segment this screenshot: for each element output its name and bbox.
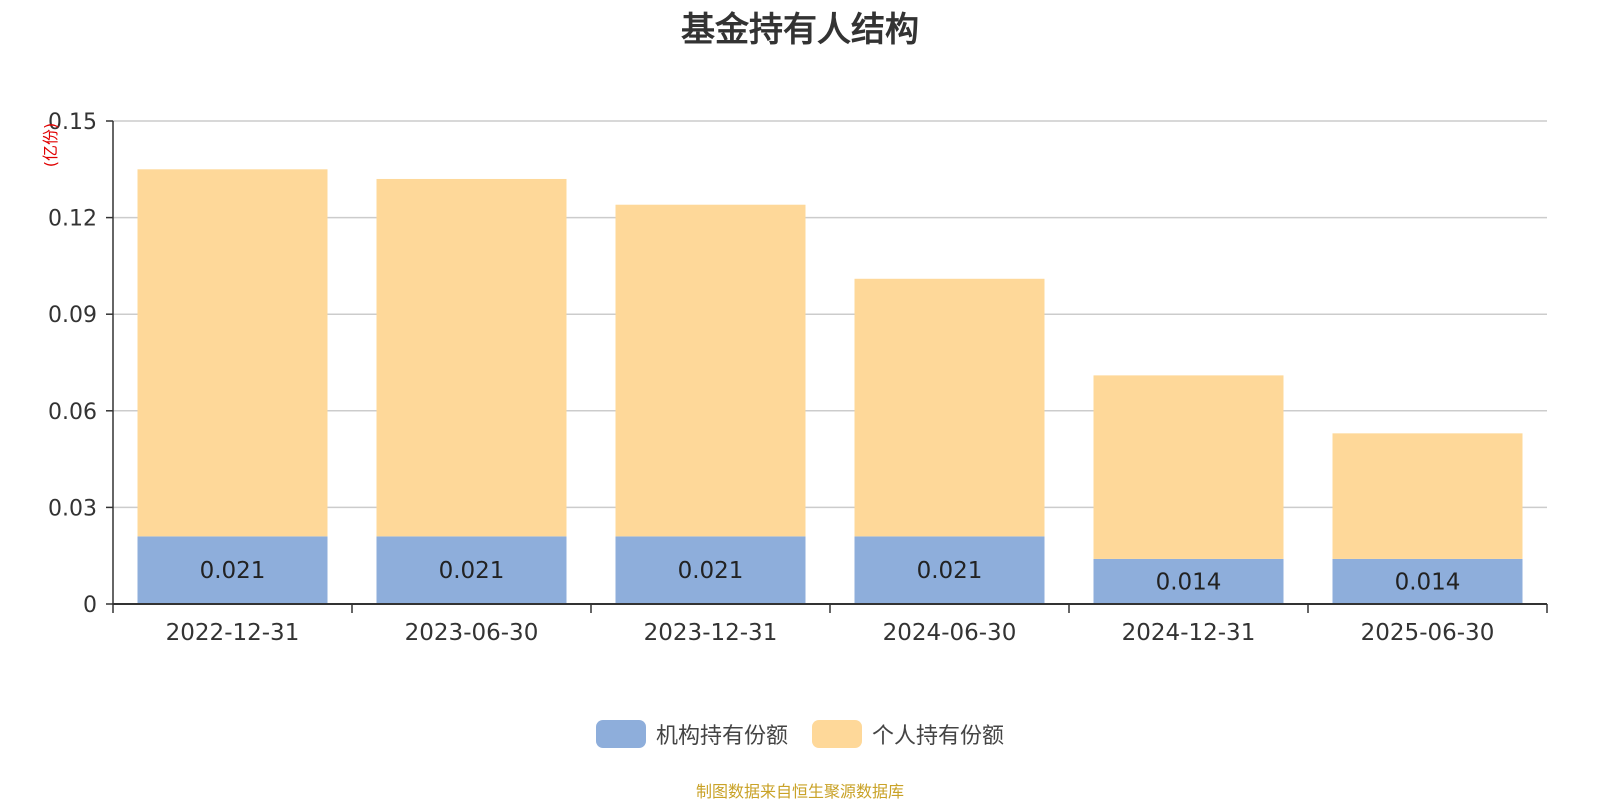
bar-institutional-2023-12-31 xyxy=(615,536,806,604)
bar-individual-2023-06-30 xyxy=(376,178,567,537)
data-label: 0.021 xyxy=(917,558,983,584)
bar-individual-2025-06-30 xyxy=(1332,433,1523,559)
x-tick-label: 2024-12-31 xyxy=(1122,620,1256,646)
bar-institutional-2022-12-31 xyxy=(137,536,328,604)
x-tick-label: 2024-06-30 xyxy=(883,620,1017,646)
bar-individual-2023-12-31 xyxy=(615,204,806,537)
bar-individual-2024-06-30 xyxy=(854,278,1045,537)
y-tick-label: 0 xyxy=(83,593,97,618)
x-tick-label: 2025-06-30 xyxy=(1361,620,1495,646)
y-tick-label: 0.12 xyxy=(48,207,97,232)
data-label: 0.014 xyxy=(1156,569,1222,595)
data-label: 0.021 xyxy=(439,558,505,584)
bars xyxy=(137,169,1523,604)
legend-label-individual: 个人持有份额 xyxy=(872,724,1005,749)
data-label: 0.014 xyxy=(1395,569,1461,595)
bar-individual-2024-12-31 xyxy=(1093,375,1284,559)
data-label: 0.021 xyxy=(678,558,744,584)
gridlines xyxy=(113,120,1547,509)
y-axis-label: (亿份) xyxy=(41,123,60,168)
x-tick-label: 2023-12-31 xyxy=(644,620,778,646)
legend-swatch-individual xyxy=(812,720,862,748)
legend-item-institutional[interactable]: 机构持有份额 xyxy=(595,718,788,750)
source-note: 制图数据来自恒生聚源数据库 xyxy=(695,782,904,801)
data-label: 0.021 xyxy=(200,558,266,584)
bar-institutional-2024-06-30 xyxy=(854,536,1045,604)
bar-institutional-2024-12-31 xyxy=(1093,558,1284,604)
y-tick-label: 0.15 xyxy=(48,110,97,135)
bar-institutional-2025-06-30 xyxy=(1332,558,1523,604)
y-tick-label: 0.09 xyxy=(48,303,97,328)
x-tick-label: 2023-06-30 xyxy=(405,620,539,646)
legend-item-individual[interactable]: 个人持有份额 xyxy=(812,718,1004,750)
bar-institutional-2023-06-30 xyxy=(376,536,567,604)
legend: 机构持有份额 个人持有份额 xyxy=(0,718,1600,750)
chart-title: 基金持有人结构 xyxy=(681,10,919,50)
legend-label-institutional: 机构持有份额 xyxy=(655,724,788,749)
bar-chart: 0 0.03 0.06 0.09 0.12 0.15(亿份) 0.021 0.021 0.021… xyxy=(41,110,1548,646)
axes xyxy=(106,120,1548,613)
x-tick-label: 2022-12-31 xyxy=(166,620,300,646)
legend-swatch-institutional xyxy=(595,720,646,748)
labels: 0 0.03 0.06 0.09 0.12 0.15(亿份) 0.021 0.021 0.021… xyxy=(41,110,1494,646)
y-tick-label: 0.06 xyxy=(48,400,97,425)
bar-individual-2022-12-31 xyxy=(137,169,328,537)
y-tick-label: 0.03 xyxy=(48,496,97,521)
